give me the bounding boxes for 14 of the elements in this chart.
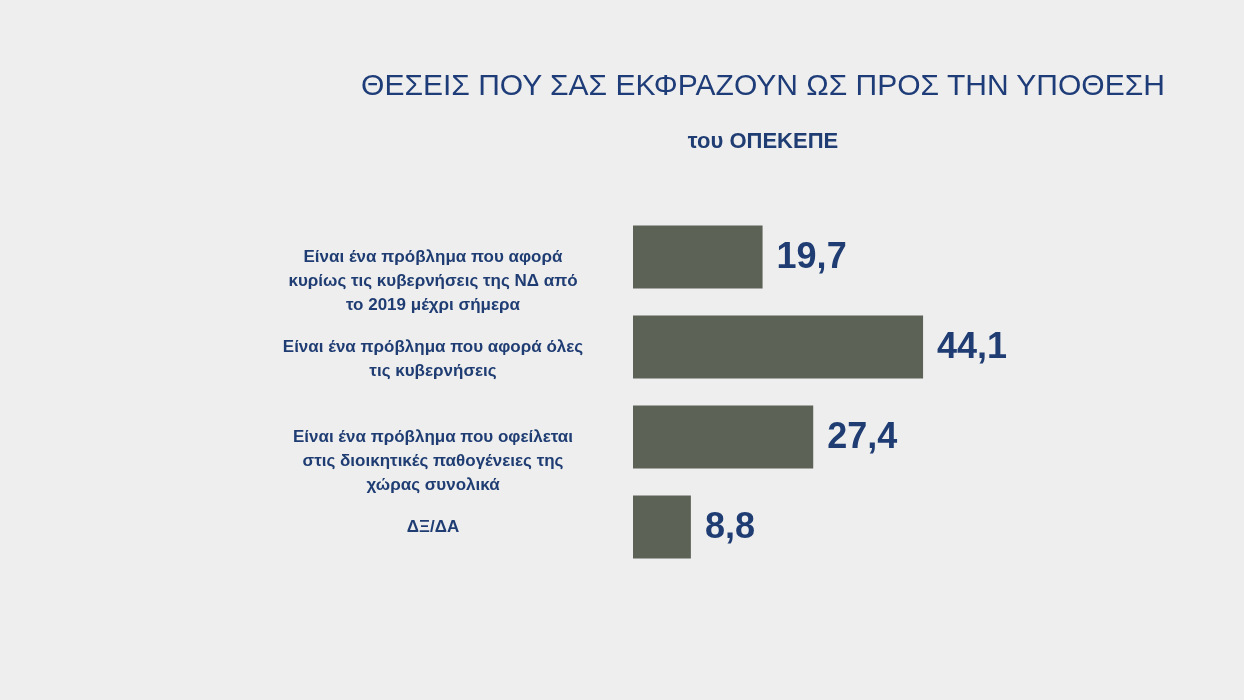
bar xyxy=(633,315,924,379)
data-label: 8,8 xyxy=(704,505,755,546)
data-label: 27,4 xyxy=(827,415,898,456)
data-label: 44,1 xyxy=(937,325,1008,366)
y-tick-label: Είναι ένα πρόβλημα που οφείλεται στις διοικητικές παθογένειες της χώρας συνολικά xyxy=(292,427,574,494)
y-tick-label: Είναι ένα πρόβλημα που αφορά όλες τις κυβερνήσεις xyxy=(282,337,584,380)
bar xyxy=(633,405,814,469)
y-tick-label: Είναι ένα πρόβλημα που αφορά κυρίως τις κυβερνήσεις της ΝΔ από το 2019 μέχρι σήμερα xyxy=(288,247,578,314)
bar xyxy=(633,225,763,289)
chart-subtitle: του ΟΠΕΚΕΠΕ xyxy=(687,128,839,153)
bar xyxy=(633,495,691,559)
data-label: 19,7 xyxy=(776,235,847,276)
chart-title: ΘΕΣΕΙΣ ΠΟΥ ΣΑΣ ΕΚΦΡΑΖΟΥΝ ΩΣ ΠΡΟΣ ΤΗΝ ΥΠΟΘΕΣΗ xyxy=(361,68,1165,101)
y-tick-label: ΔΞ/ΔΑ xyxy=(406,517,460,536)
